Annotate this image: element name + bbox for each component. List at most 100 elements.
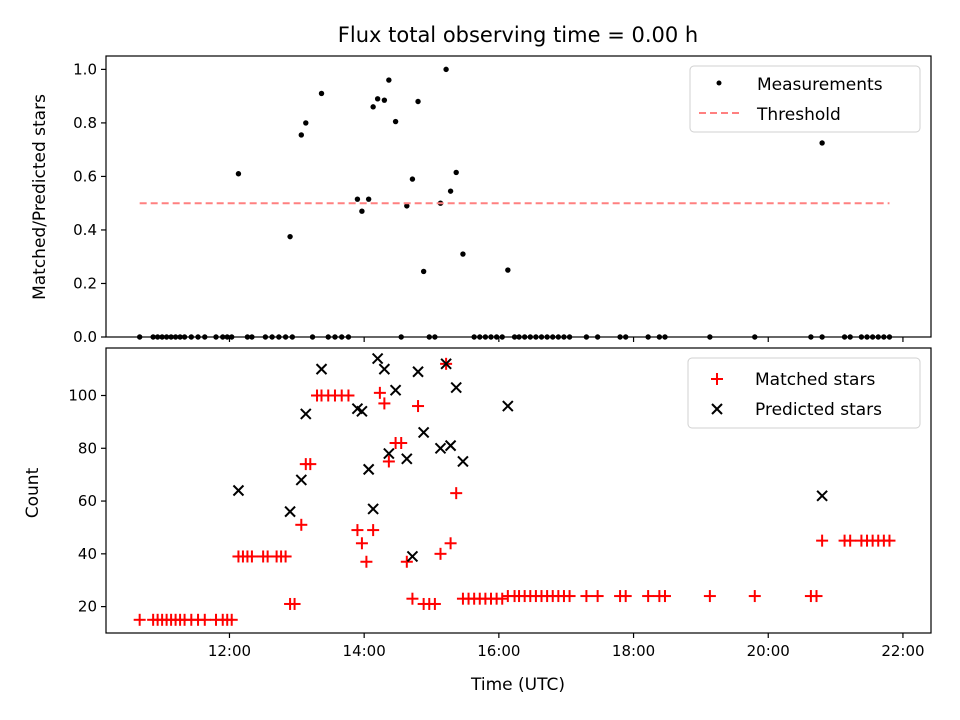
bottom-y-tick-label: 20 [78,598,97,616]
matched-star-point [496,592,509,605]
top-y-tick-label: 0.4 [73,221,97,239]
matched-star-point [288,597,301,610]
matched-star-point [450,487,463,500]
measurement-point [409,176,416,182]
predicted-star-point [284,505,296,518]
legend-matched-label: Matched stars [755,370,875,390]
bottom-legend: Matched stars Predicted stars [687,357,921,429]
predicted-star-point [450,381,462,394]
predicted-star-point [232,484,245,497]
bottom-y-tick-label: 60 [78,492,97,510]
matched-star-point [367,524,380,537]
x-tick-label: 20:00 [747,642,790,660]
measurement-point [415,98,421,105]
top-legend-box [689,65,921,133]
matched-star-point [580,590,593,603]
matched-star-point [395,437,408,449]
matched-star-point [406,592,419,605]
matched-star-point [816,534,829,547]
matched-star-point [342,389,355,402]
predicted-star-point [444,439,457,452]
predicted-star-point [412,366,424,378]
measurement-point [460,251,466,257]
matched-star-point [304,458,317,471]
matched-star-point [844,534,857,547]
predicted-star-point [406,550,419,563]
matched-star-point [748,590,761,603]
measurement-point [453,169,459,176]
matched-star-point [225,613,238,626]
matched-star-point [133,613,146,626]
top-axes-frame [105,55,932,338]
measurement-point [392,118,399,125]
top-y-tick-label: 0.8 [73,114,97,132]
matched-star-point [295,518,308,531]
predicted-star-point [417,426,430,439]
matched-star-point [434,547,447,560]
predicted-stars-points [232,352,828,563]
top-y-tick-label: 1.0 [73,60,97,78]
bottom-y-tick-label: 40 [78,545,97,563]
bottom-x-ticks: 12:00 14:00 16:00 18:00 20:00 22:00 [208,633,925,660]
measurement-point [235,171,242,177]
matched-star-point [428,597,441,610]
predicted-star-point [367,503,379,515]
measurement-point [404,203,410,209]
bottom-y-tick-label: 100 [68,387,97,405]
top-axes: 0.0 0.2 0.4 0.6 0.8 1.0 Matched/Predicted sta… [30,55,932,346]
matched-star-point [591,590,604,603]
matched-star-point [378,397,391,410]
top-y-axis-label: Matched/Predicted stars [30,94,50,300]
bottom-y-tick-label: 80 [78,439,97,457]
matched-star-point [360,555,373,568]
x-axis-label: Time (UTC) [470,675,565,695]
measurement-point [505,267,511,273]
predicted-star-point [356,405,368,418]
x-tick-label: 22:00 [881,642,924,660]
predicted-star-point [401,453,413,465]
matched-star-point [351,524,364,537]
predicted-star-point [389,384,402,396]
measurement-point [370,104,376,110]
matched-star-point [400,555,413,568]
x-tick-label: 12:00 [208,642,251,660]
matched-star-point [355,537,368,550]
legend-threshold-label: Threshold [756,105,841,125]
predicted-star-point [440,358,452,370]
top-x-ticks [228,337,904,342]
matched-star-point [198,613,211,626]
measurement-point [381,97,388,103]
legend-matched-marker [711,373,723,385]
measurement-point [386,77,392,83]
matched-star-point [412,400,425,413]
matched-star-point [245,550,258,563]
measurement-point [359,208,365,214]
matched-star-point [563,590,576,603]
chart-title: Flux total observing time = 0.00 h [338,23,698,47]
measurement-point [443,66,449,73]
x-tick-label: 18:00 [612,642,655,660]
predicted-star-point [457,455,469,468]
predicted-star-point [295,474,308,486]
top-y-ticks: 0.0 0.2 0.4 0.6 0.8 1.0 [73,60,106,346]
matched-star-point [703,590,716,603]
top-y-tick-label: 0.6 [73,167,97,185]
matched-star-point [619,590,632,603]
legend-predicted-marker [711,403,723,415]
x-tick-label: 14:00 [343,642,386,660]
predicted-star-point [300,408,312,420]
measurement-point [318,90,325,97]
top-y-tick-label: 0.2 [73,274,97,292]
bottom-y-ticks: 20 40 60 80 100 [68,387,106,616]
bottom-legend-box [687,357,921,429]
predicted-star-point [371,352,384,365]
matched-star-point [658,590,671,603]
matched-star-point [810,590,823,603]
matched-star-point [883,534,896,547]
matched-star-point [373,386,386,399]
matched-star-point [382,455,395,468]
predicted-star-point [816,490,828,502]
measurement-point [420,268,427,275]
predicted-star-point [378,363,391,375]
